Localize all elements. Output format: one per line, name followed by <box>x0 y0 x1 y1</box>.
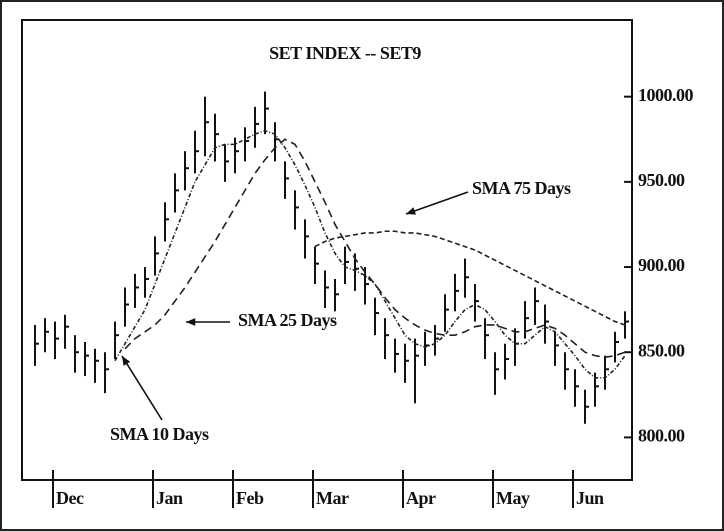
outer-frame <box>1 1 723 530</box>
chart-title: SET INDEX -- SET9 <box>269 43 421 63</box>
x-tick-label: Mar <box>316 488 349 508</box>
x-tick-label: Feb <box>236 488 264 508</box>
x-tick-label: Jun <box>576 488 604 508</box>
series-label: SMA 75 Days <box>472 178 571 198</box>
y-tick-label: 850.00 <box>638 340 685 360</box>
x-tick-label: Dec <box>56 488 84 508</box>
series-label: SMA 25 Days <box>238 310 337 330</box>
x-tick-label: Jan <box>156 488 183 508</box>
y-tick-label: 900.00 <box>638 255 685 275</box>
chart: SET INDEX -- SET9 800.00 850.00 900.00 950.… <box>0 0 724 531</box>
x-tick-label: Apr <box>406 488 436 508</box>
y-tick-label: 800.00 <box>638 426 685 446</box>
y-tick-label: 950.00 <box>638 170 685 190</box>
x-tick-label: May <box>496 488 530 508</box>
y-tick-label: 1000.00 <box>638 85 694 105</box>
series-label: SMA 10 Days <box>110 424 209 444</box>
